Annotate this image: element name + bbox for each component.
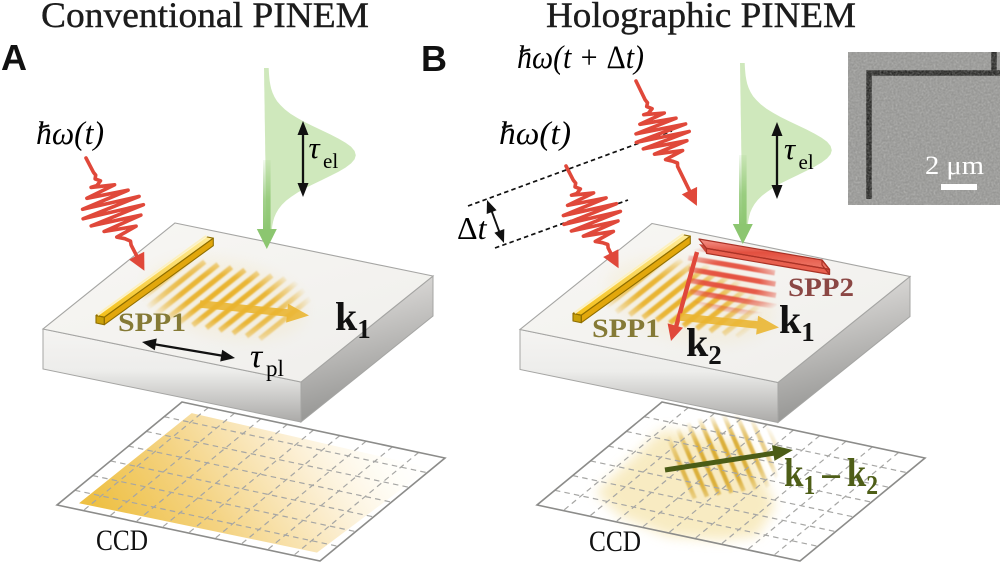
svg-text:A: A [1,37,27,78]
svg-text:B: B [421,38,447,79]
svg-text:k2: k2 [686,320,722,370]
svg-text:Conventional PINEM: Conventional PINEM [41,0,369,35]
svg-text:hω(t): hω(t) [36,116,104,152]
svg-text:2 μm: 2 μm [925,151,984,180]
svg-text:hω(t): hω(t) [499,116,571,152]
svg-text:τ: τ [784,131,797,166]
svg-text:pl: pl [266,356,284,381]
svg-text:SPP1: SPP1 [118,308,186,337]
svg-text:SPP1: SPP1 [592,314,660,343]
svg-text:τ: τ [250,338,264,375]
svg-text:el: el [799,150,814,174]
svg-text:el: el [323,149,338,173]
svg-text:SPP2: SPP2 [788,273,854,302]
svg-text:hω(t + Δt): hω(t + Δt) [517,40,644,76]
svg-text:Δt: Δt [457,210,488,246]
svg-text:Holographic PINEM: Holographic PINEM [546,0,856,35]
svg-text:CCD: CCD [96,524,148,557]
svg-text:τ: τ [309,130,322,165]
svg-text:CCD: CCD [589,525,641,558]
svg-text:k1 – k2: k1 – k2 [784,450,878,500]
